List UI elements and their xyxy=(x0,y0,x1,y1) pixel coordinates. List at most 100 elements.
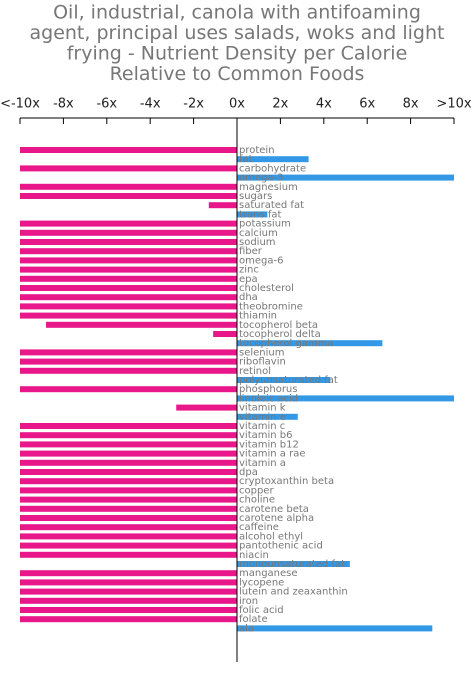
bar xyxy=(213,331,237,337)
category-label: tocopherol delta xyxy=(239,329,321,340)
bar xyxy=(20,239,237,245)
category-label: sugars xyxy=(239,191,272,202)
bar xyxy=(20,220,237,227)
bar xyxy=(20,597,237,604)
chart-title: frying - Nutrient Density per Calorie xyxy=(67,43,408,65)
category-label: sodium xyxy=(239,237,276,248)
category-label: manganese xyxy=(239,568,298,579)
chart-title: Relative to Common Foods xyxy=(110,63,365,85)
bar xyxy=(208,202,237,209)
bar xyxy=(20,423,237,429)
category-label: folate xyxy=(239,614,268,625)
category-label: folic acid xyxy=(239,605,284,616)
bar xyxy=(20,524,237,531)
bar xyxy=(20,542,237,549)
bar xyxy=(20,478,237,485)
category-label: copper xyxy=(239,485,274,496)
bar xyxy=(237,340,383,347)
bar xyxy=(20,248,237,255)
category-label: polyunsaturated fat xyxy=(239,375,338,386)
category-label: carotene alpha xyxy=(239,513,314,524)
x-tick-label: 2x xyxy=(272,97,288,112)
bar xyxy=(20,570,237,577)
bar xyxy=(20,386,237,393)
x-tick-label: >10x xyxy=(436,97,471,112)
bar xyxy=(237,395,454,402)
category-label: pantothenic acid xyxy=(239,541,323,552)
bar xyxy=(20,165,237,172)
chart-title: agent, principal uses salads, woks and l… xyxy=(30,22,445,44)
bar xyxy=(20,616,237,623)
x-tick-label: 0x xyxy=(229,97,245,112)
bar xyxy=(237,211,268,218)
category-label: dha xyxy=(239,292,258,303)
category-label: retinol xyxy=(239,366,271,377)
bar xyxy=(20,588,237,595)
bar xyxy=(20,147,237,153)
category-label: potassium xyxy=(239,219,291,230)
bar xyxy=(20,257,237,264)
bar xyxy=(20,275,237,282)
category-label: tocopherol gamma xyxy=(239,338,334,349)
bar xyxy=(237,174,454,181)
bar xyxy=(237,625,433,632)
category-label: vitamin a xyxy=(239,458,286,469)
x-tick-label: 6x xyxy=(359,97,375,112)
category-label: caffeine xyxy=(239,522,279,533)
bar xyxy=(20,367,237,374)
category-label: ala xyxy=(239,623,254,634)
category-label: alcohol ethyl xyxy=(239,531,303,542)
category-label: vitamin k xyxy=(239,403,286,414)
x-tick-label: -8x xyxy=(53,97,74,112)
category-label: cholesterol xyxy=(239,283,294,294)
category-label: omega-3 xyxy=(239,173,283,184)
category-label: carotene beta xyxy=(239,504,309,515)
category-label: phosphorus xyxy=(239,384,297,395)
bar xyxy=(20,358,237,365)
bar xyxy=(20,607,237,613)
bar xyxy=(20,229,237,236)
x-tick-label: <-10x xyxy=(0,97,40,112)
category-label: fat xyxy=(239,154,253,165)
bar xyxy=(20,193,237,199)
category-label: thiamin xyxy=(239,311,277,322)
category-label: vitamin b6 xyxy=(239,430,293,441)
category-label: calcium xyxy=(239,228,278,239)
bar xyxy=(20,432,237,439)
category-label: choline xyxy=(239,495,275,506)
bar xyxy=(20,496,237,503)
category-label: linoleic acid xyxy=(239,393,298,404)
x-tick-label: -4x xyxy=(140,97,161,112)
category-label: fiber xyxy=(239,246,263,257)
bar xyxy=(20,441,237,448)
bar xyxy=(176,404,237,411)
category-label: protein xyxy=(239,145,275,156)
bar xyxy=(46,321,237,328)
bar xyxy=(20,303,237,310)
bar xyxy=(20,515,237,521)
chart-title: Oil, industrial, canola with antifoaming xyxy=(53,2,421,24)
bar xyxy=(20,579,237,586)
category-label: iron xyxy=(239,596,258,607)
bar xyxy=(20,294,237,301)
bar xyxy=(20,266,237,273)
bar xyxy=(20,285,237,291)
bar xyxy=(237,377,331,383)
category-label: saturated fat xyxy=(239,200,304,211)
x-tick-label: 8x xyxy=(403,97,419,112)
category-label: theobromine xyxy=(239,301,303,312)
bar xyxy=(20,459,237,466)
bar xyxy=(20,551,237,558)
bar xyxy=(20,183,237,190)
x-tick-label: -6x xyxy=(96,97,117,112)
category-label: tocopherol beta xyxy=(239,320,318,331)
x-tick-label: 4x xyxy=(316,97,332,112)
category-label: riboflavin xyxy=(239,357,286,368)
category-label: selenium xyxy=(239,347,285,358)
category-label: vitamin c xyxy=(239,421,285,432)
category-label: trans fat xyxy=(239,209,282,220)
category-label: magnesium xyxy=(239,182,298,193)
category-label: carbohydrate xyxy=(239,163,306,174)
bar xyxy=(237,413,298,420)
category-label: zinc xyxy=(239,265,259,276)
